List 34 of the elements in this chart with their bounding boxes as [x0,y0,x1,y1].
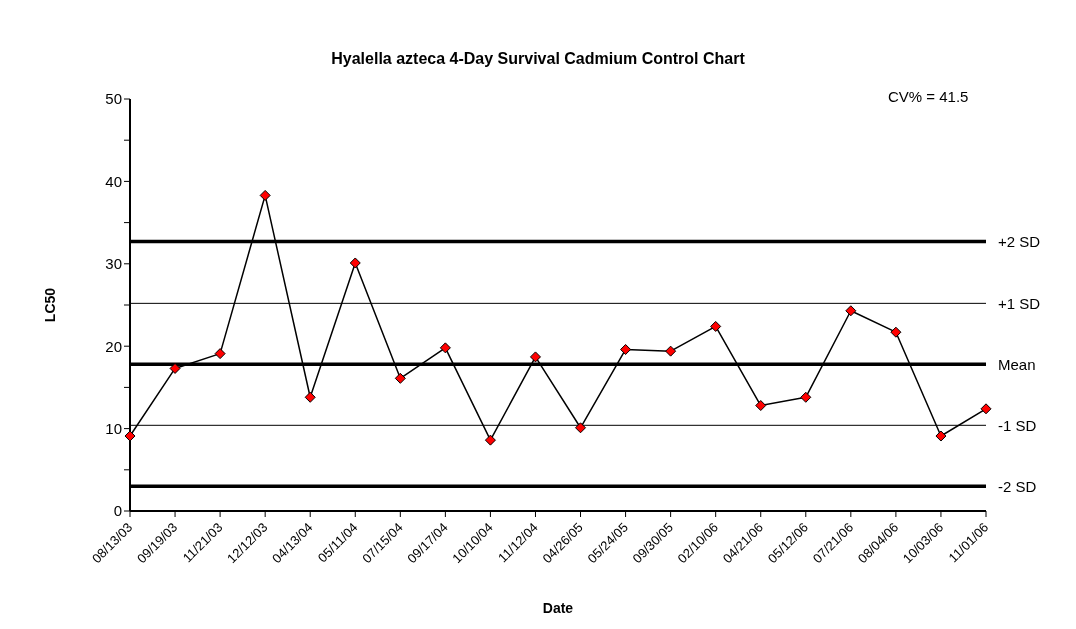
point [575,422,587,434]
point [980,403,992,415]
point [665,345,677,357]
point [484,434,496,446]
point [845,305,857,317]
ref-line-label: +1 SD [998,294,1041,312]
y-tick-label: 20 [105,337,122,355]
ref-line-label: -1 SD [998,416,1037,434]
y-axis-title: LC50 [41,287,58,323]
y-tick-label: 10 [105,419,122,437]
annotation: CV% = 41.5 [888,88,969,105]
y-tick-label: 30 [105,255,122,273]
y-tick-label: 40 [105,172,122,190]
point [394,372,406,384]
x-axis-title: Date [542,600,574,616]
point [214,348,226,360]
y-tick-label: 50 [105,90,122,108]
point [439,342,451,354]
ref-line-label: -2 SD [998,477,1037,495]
point [935,430,947,442]
point [710,320,722,332]
y-tick-label: 0 [113,502,122,520]
point [620,344,632,355]
chart-title: Hyalella azteca 4-Day Survival Cadmium Control Chart [330,50,746,68]
ref-line-label: +2 SD [998,232,1041,250]
ref-line-label: Mean [998,355,1036,373]
point [169,362,181,374]
point [529,351,541,363]
point [349,257,361,269]
point [259,189,271,201]
point [755,400,767,412]
point [304,391,316,403]
point [800,391,812,403]
point [890,326,902,338]
